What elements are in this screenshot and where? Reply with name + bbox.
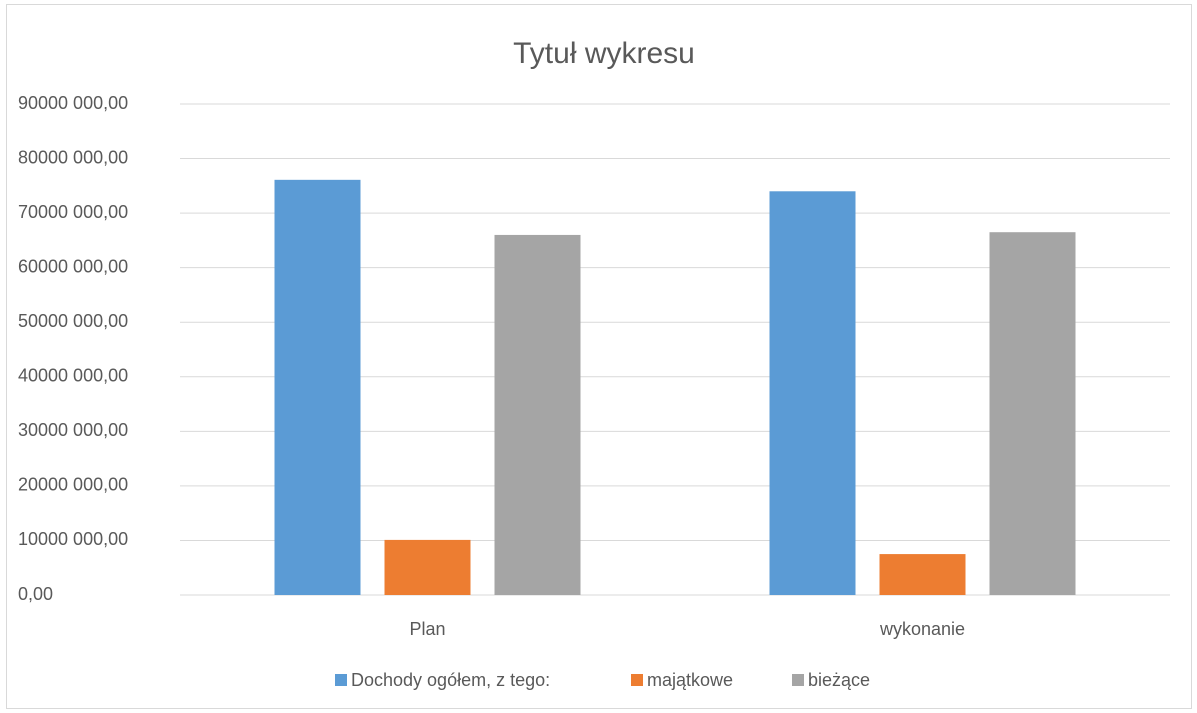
bar bbox=[989, 232, 1076, 595]
x-tick-label: Plan bbox=[409, 619, 445, 639]
bar bbox=[384, 539, 471, 595]
legend-swatch bbox=[335, 674, 347, 686]
y-tick-label: 50000 000,00 bbox=[18, 311, 128, 331]
legend-swatch bbox=[792, 674, 804, 686]
legend-label: Dochody ogółem, z tego: bbox=[351, 670, 550, 690]
y-tick-label: 60000 000,00 bbox=[18, 256, 128, 276]
bar bbox=[879, 554, 966, 595]
y-tick-label: 80000 000,00 bbox=[18, 147, 128, 167]
legend-label: bieżące bbox=[808, 670, 870, 690]
legend-label: majątkowe bbox=[647, 670, 733, 690]
y-tick-label: 10000 000,00 bbox=[18, 529, 128, 549]
bar bbox=[494, 234, 581, 595]
y-tick-label: 70000 000,00 bbox=[18, 202, 128, 222]
bar bbox=[769, 191, 856, 596]
chart-title: Tytuł wykresu bbox=[513, 37, 695, 70]
x-tick-label: wykonanie bbox=[879, 619, 965, 639]
y-tick-label: 30000 000,00 bbox=[18, 420, 128, 440]
legend-swatch bbox=[631, 674, 643, 686]
bar bbox=[274, 179, 361, 596]
y-tick-label: 0,00 bbox=[18, 584, 53, 604]
y-tick-label: 40000 000,00 bbox=[18, 366, 128, 386]
y-tick-label: 20000 000,00 bbox=[18, 475, 128, 495]
y-tick-label: 90000 000,00 bbox=[18, 93, 128, 113]
